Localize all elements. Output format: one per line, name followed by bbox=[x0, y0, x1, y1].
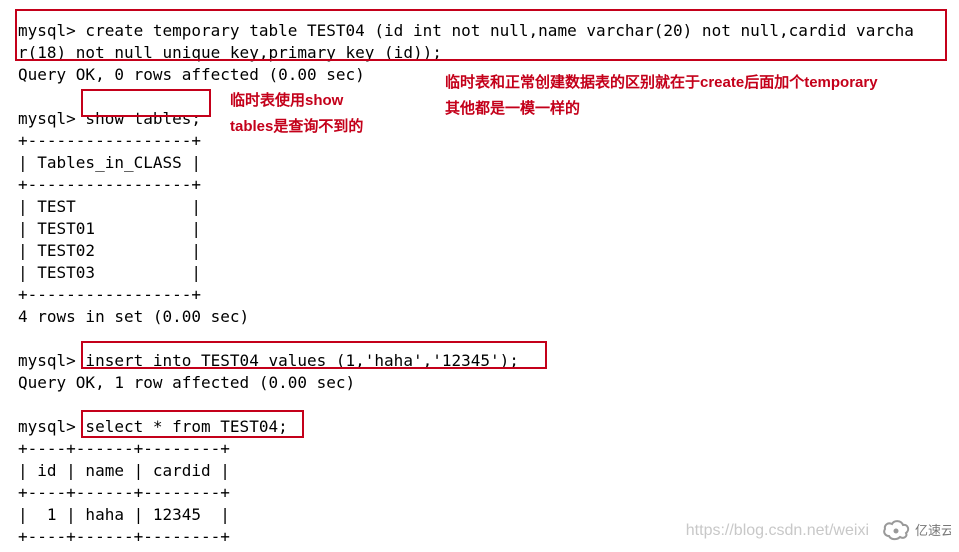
logo-text: 亿速云 bbox=[915, 523, 951, 538]
annotation-line: 临时表和正常创建数据表的区别就在于create后面加个temporary bbox=[445, 72, 878, 94]
brand-logo: 亿速云 bbox=[881, 514, 951, 544]
annotation-line: 临时表使用show bbox=[230, 90, 363, 112]
annotation-line: tables是查询不到的 bbox=[230, 116, 363, 138]
annotation-temporary-note: 临时表和正常创建数据表的区别就在于create后面加个temporary 其他都… bbox=[445, 72, 878, 120]
annotation-line: 其他都是一模一样的 bbox=[445, 98, 878, 120]
annotation-showtables-note: 临时表使用show tables是查询不到的 bbox=[230, 90, 363, 138]
